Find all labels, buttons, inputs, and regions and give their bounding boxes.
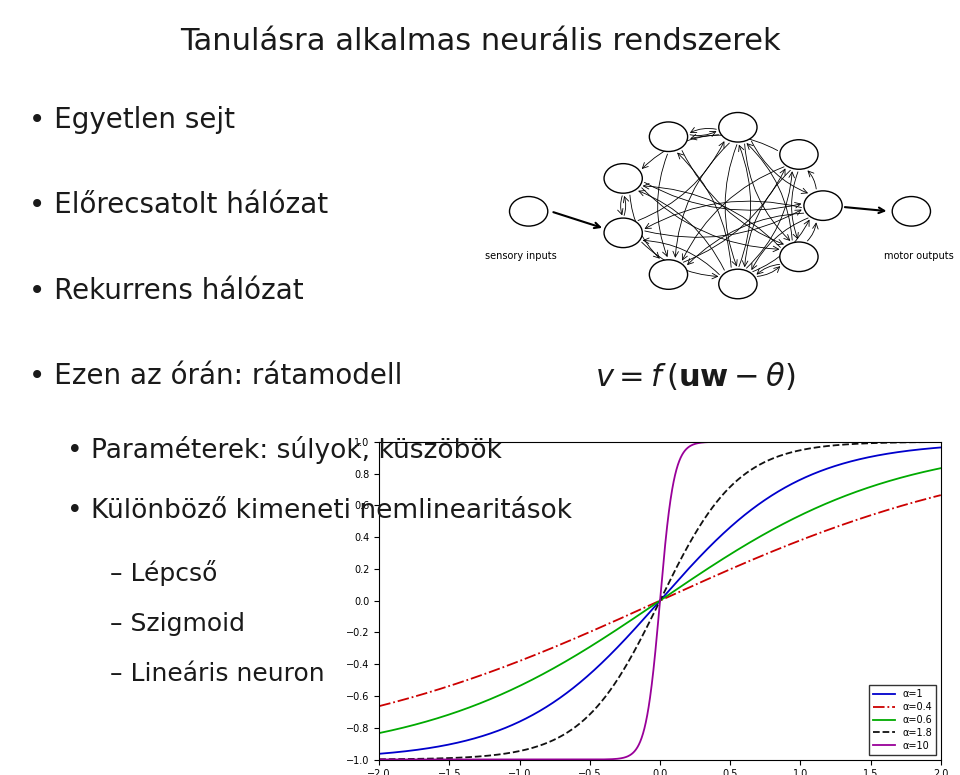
α=10 xyxy=(402,755,414,764)
α=10 xyxy=(919,437,930,446)
Circle shape xyxy=(649,260,687,289)
Circle shape xyxy=(892,197,930,226)
α=0.4 xyxy=(816,528,828,537)
Text: – Lépcső: – Lépcső xyxy=(110,560,218,587)
α=1.8 xyxy=(919,437,930,446)
Line: α=0.4: α=0.4 xyxy=(379,495,941,706)
Line: α=0.6: α=0.6 xyxy=(379,468,941,733)
α=1.8 xyxy=(919,437,930,446)
Text: • Különböző kimeneti nemlinearitások: • Különböző kimeneti nemlinearitások xyxy=(67,498,572,525)
α=10 xyxy=(373,755,385,764)
Text: • Paraméterek: súlyok, küszöbök: • Paraméterek: súlyok, küszöbök xyxy=(67,436,502,463)
α=0.6 xyxy=(632,611,643,621)
Circle shape xyxy=(604,164,642,193)
α=1 xyxy=(816,466,828,475)
Line: α=1: α=1 xyxy=(379,447,941,754)
Circle shape xyxy=(804,191,842,220)
α=0.6 xyxy=(919,467,930,477)
α=10 xyxy=(935,437,947,446)
Circle shape xyxy=(510,197,548,226)
α=1.8 xyxy=(935,437,947,446)
α=0.6 xyxy=(402,722,414,731)
α=1.8 xyxy=(632,641,643,650)
α=1 xyxy=(919,444,930,453)
Text: – Lineáris neuron: – Lineáris neuron xyxy=(110,663,325,686)
α=1 xyxy=(632,622,643,631)
α=10 xyxy=(816,437,828,446)
Text: • Ezen az órán: rátamodell: • Ezen az órán: rátamodell xyxy=(29,362,402,390)
Circle shape xyxy=(780,140,818,169)
α=1.8 xyxy=(646,611,658,621)
Circle shape xyxy=(719,112,757,142)
α=1 xyxy=(402,746,414,756)
α=0.4 xyxy=(373,701,385,711)
α=0.4 xyxy=(632,606,643,615)
Line: α=1.8: α=1.8 xyxy=(379,442,941,760)
α=0.4 xyxy=(402,694,414,703)
α=1 xyxy=(373,749,385,759)
α=1 xyxy=(935,443,947,452)
α=10 xyxy=(921,437,932,446)
Text: – Szigmoid: – Szigmoid xyxy=(110,612,246,635)
Line: α=10: α=10 xyxy=(379,442,941,760)
α=1.8 xyxy=(402,754,414,763)
Text: • Egyetlen sejt: • Egyetlen sejt xyxy=(29,106,235,134)
Text: $v = f\,(\mathbf{uw} - \theta)$: $v = f\,(\mathbf{uw} - \theta)$ xyxy=(595,360,796,392)
α=0.6 xyxy=(646,601,658,611)
Text: Tanulásra alkalmas neurális rendszerek: Tanulásra alkalmas neurális rendszerek xyxy=(180,27,780,56)
α=1 xyxy=(646,604,658,614)
α=10 xyxy=(646,676,658,685)
Text: motor outputs: motor outputs xyxy=(884,251,953,261)
Legend: α=1, α=0.4, α=0.6, α=1.8, α=10: α=1, α=0.4, α=0.6, α=1.8, α=10 xyxy=(869,685,936,755)
Text: • Előrecsatolt hálózat: • Előrecsatolt hálózat xyxy=(29,191,328,219)
Circle shape xyxy=(604,218,642,248)
α=0.4 xyxy=(935,491,947,500)
α=0.6 xyxy=(373,728,385,738)
α=1 xyxy=(919,444,930,453)
α=0.6 xyxy=(935,463,947,473)
Circle shape xyxy=(780,242,818,271)
α=0.6 xyxy=(919,467,930,477)
Circle shape xyxy=(719,269,757,299)
Text: • Rekurrens hálózat: • Rekurrens hálózat xyxy=(29,277,303,305)
α=0.4 xyxy=(646,600,658,609)
α=1.8 xyxy=(373,755,385,764)
Circle shape xyxy=(649,122,687,151)
α=10 xyxy=(632,742,643,752)
α=0.4 xyxy=(919,494,930,504)
α=1.8 xyxy=(816,442,828,451)
α=0.4 xyxy=(919,494,930,504)
α=0.6 xyxy=(816,501,828,510)
α=10 xyxy=(919,437,930,446)
Text: sensory inputs: sensory inputs xyxy=(486,251,557,261)
